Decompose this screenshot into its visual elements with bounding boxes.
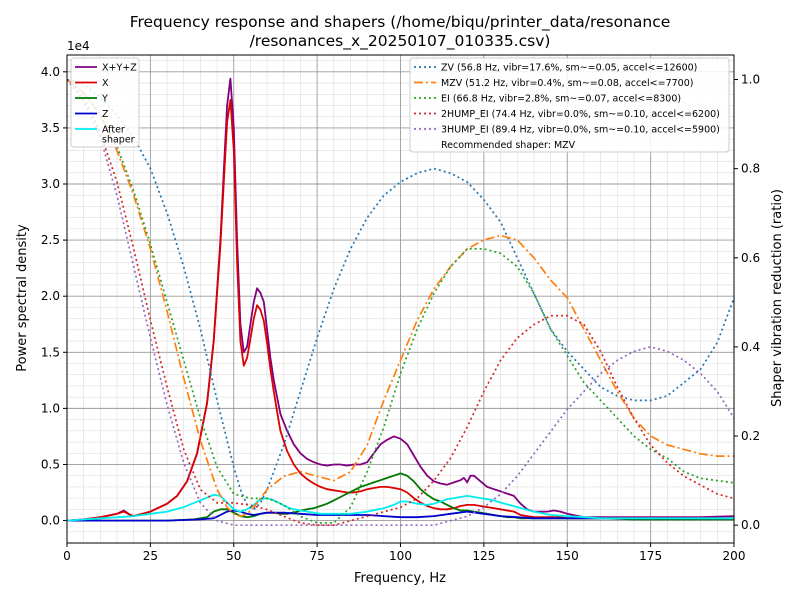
y-left-tick-label: 1.5 bbox=[41, 345, 60, 359]
x-tick-label: 75 bbox=[309, 549, 324, 563]
y-left-tick-label: 3.0 bbox=[41, 177, 60, 191]
y-right-axis-label: Shaper vibration reduction (ratio) bbox=[770, 189, 785, 407]
y-left-offset-label: 1e4 bbox=[67, 39, 90, 53]
y-left-tick-label: 2.0 bbox=[41, 289, 60, 303]
x-tick-label: 25 bbox=[143, 549, 158, 563]
x-tick-label: 0 bbox=[63, 549, 71, 563]
legend-right-label: MZV (51.2 Hz, vibr=0.4%, sm~=0.08, accel… bbox=[441, 78, 693, 89]
x-tick-label: 100 bbox=[389, 549, 412, 563]
x-tick-label: 50 bbox=[226, 549, 241, 563]
y-right-tick-label: 0.6 bbox=[741, 251, 760, 265]
plot-area: 0 25 50 75 100 125 150 175 200 0.0 0.5 1.0 1.5 2.0 2.5… bbox=[41, 54, 760, 563]
legend-right-box bbox=[409, 57, 730, 153]
legend-right: ZV (56.8 Hz, vibr=17.6%, sm~=0.05, accel… bbox=[409, 57, 730, 153]
chart-title-line-1: Frequency response and shapers (/home/bi… bbox=[130, 13, 671, 32]
x-axis-label: Frequency, Hz bbox=[354, 571, 446, 586]
legend-right-label: 2HUMP_EI (74.4 Hz, vibr=0.0%, sm~=0.10, … bbox=[441, 109, 720, 120]
y-right-tick-label: 0.2 bbox=[741, 429, 760, 443]
x-tick-label: 200 bbox=[723, 549, 746, 563]
x-tick-label: 150 bbox=[556, 549, 579, 563]
legend-left-label: X+Y+Z bbox=[102, 63, 137, 74]
series-line-3 bbox=[67, 509, 734, 522]
legend-right-label: ZV (56.8 Hz, vibr=17.6%, sm~=0.05, accel… bbox=[441, 63, 697, 74]
y-left-tick-label: 4.0 bbox=[41, 65, 60, 79]
legend-left-label: X bbox=[102, 78, 109, 89]
x-tick-label: 125 bbox=[472, 549, 495, 563]
series-line-9 bbox=[66, 78, 735, 527]
x-tick-label: 175 bbox=[639, 549, 662, 563]
legend-right-label: 3HUMP_EI (89.4 Hz, vibr=0.0%, sm~=0.10, … bbox=[441, 125, 720, 136]
series-line-6 bbox=[66, 78, 734, 518]
legend-left-label: shaper bbox=[102, 135, 135, 146]
y-left-tick-label: 2.5 bbox=[41, 233, 60, 247]
series-line-1 bbox=[66, 99, 734, 522]
y-right-tick-label: 0.4 bbox=[741, 340, 760, 354]
y-left-tick-label: 1.0 bbox=[41, 401, 60, 415]
legend-left-label: Y bbox=[101, 94, 108, 105]
series-line-5 bbox=[66, 78, 735, 511]
y-right-tick-label: 0.0 bbox=[741, 518, 760, 532]
y-left-tick-label: 0.5 bbox=[41, 457, 60, 471]
y-left-tick-label: 0.0 bbox=[41, 514, 60, 528]
legend-left-label: After bbox=[102, 125, 125, 136]
series-line-7 bbox=[66, 78, 735, 524]
chart-title-line-2: /resonances_x_20250107_010335.csv) bbox=[250, 32, 551, 51]
legend-right-label: EI (66.8 Hz, vibr=2.8%, sm~=0.07, accel<… bbox=[441, 94, 681, 105]
y-left-tick-label: 3.5 bbox=[41, 121, 60, 135]
legend-left-box bbox=[70, 57, 140, 148]
legend-left-label: Z bbox=[102, 109, 109, 120]
series-line-8 bbox=[66, 78, 735, 527]
legend-recommended-note: Recommended shaper: MZV bbox=[441, 140, 576, 151]
y-left-axis-label: Power spectral density bbox=[15, 224, 30, 372]
y-right-tick-label: 0.8 bbox=[741, 162, 760, 176]
y-right-tick-label: 1.0 bbox=[741, 73, 760, 87]
